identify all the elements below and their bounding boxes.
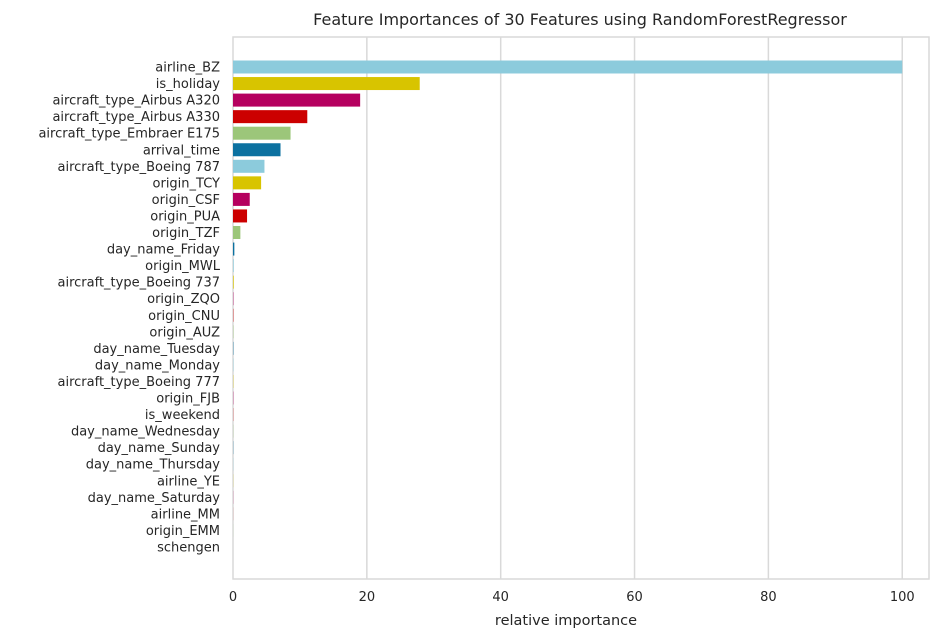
bar (233, 160, 264, 173)
bar (233, 226, 240, 239)
y-tick-label: origin_CNU (148, 309, 220, 324)
y-tick-label: origin_TZF (152, 226, 220, 241)
bar (233, 143, 281, 156)
y-tick-label: day_name_Saturday (88, 491, 221, 506)
y-tick-label: day_name_Sunday (98, 441, 221, 456)
y-tick-label: day_name_Thursday (86, 458, 221, 473)
bar (233, 243, 234, 256)
bar (233, 259, 234, 272)
y-tick-label: arrival_time (143, 143, 220, 158)
y-tick-label: airline_BZ (155, 61, 220, 76)
plot-area (233, 37, 929, 579)
x-tick-label: 80 (760, 590, 777, 605)
y-tick-label: origin_CSF (152, 193, 220, 208)
bar (233, 176, 261, 189)
y-tick-label: day_name_Monday (95, 358, 220, 373)
bar (233, 110, 307, 123)
y-tick-label: aircraft_type_Embraer E175 (38, 127, 220, 142)
bar (233, 209, 247, 222)
x-tick-label: 60 (626, 590, 643, 605)
y-tick-label: is_holiday (156, 77, 221, 92)
y-tick-label: day_name_Friday (107, 243, 220, 258)
y-tick-label: origin_AUZ (149, 325, 220, 340)
y-tick-label: origin_TCY (153, 176, 221, 191)
x-axis-label: relative importance (495, 613, 637, 629)
y-tick-label: is_weekend (145, 408, 220, 423)
y-tick-label: origin_EMM (146, 524, 220, 539)
y-tick-label: aircraft_type_Airbus A320 (52, 94, 220, 109)
y-tick-label: origin_PUA (150, 209, 220, 224)
y-tick-label: airline_MM (151, 507, 220, 522)
y-tick-label: aircraft_type_Boeing 777 (58, 375, 221, 390)
plot-frame (233, 37, 929, 579)
x-tick-label: 40 (492, 590, 509, 605)
x-tick-label: 0 (229, 590, 237, 605)
y-tick-label: aircraft_type_Boeing 737 (58, 276, 221, 291)
y-tick-label: origin_MWL (145, 259, 221, 274)
y-tick-label: aircraft_type_Airbus A330 (52, 110, 220, 125)
chart-title: Feature Importances of 30 Features using… (313, 10, 847, 29)
bar (233, 276, 234, 289)
bar (233, 94, 360, 107)
y-tick-label: schengen (157, 540, 220, 555)
bar (233, 193, 250, 206)
x-tick-label: 20 (359, 590, 376, 605)
y-tick-label: day_name_Wednesday (71, 425, 220, 440)
y-tick-label: aircraft_type_Boeing 787 (58, 160, 221, 175)
y-tick-label: airline_YE (157, 474, 220, 489)
y-tick-label: origin_ZQO (147, 292, 220, 307)
x-tick-label: 100 (890, 590, 915, 605)
y-tick-label: origin_FJB (156, 392, 220, 407)
bar (233, 77, 420, 90)
bar (233, 127, 291, 140)
x-tick-labels: 0 20 40 60 80 100 (229, 590, 915, 605)
y-tick-label: day_name_Tuesday (93, 342, 220, 357)
bar (233, 61, 902, 74)
